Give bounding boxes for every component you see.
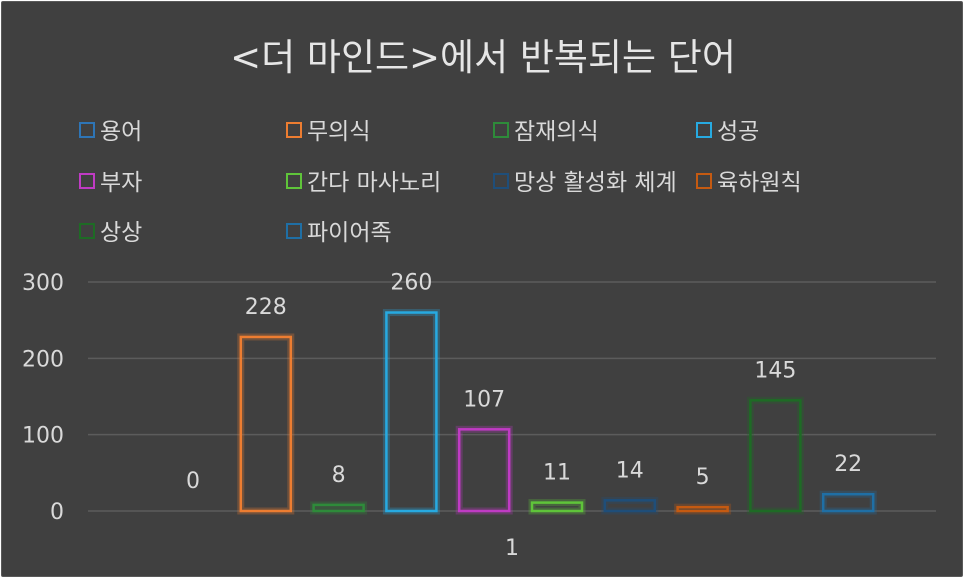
data-label: 145 <box>754 358 796 383</box>
legend-swatch <box>696 122 712 138</box>
bar <box>530 501 584 513</box>
x-axis-tick-labels: 1 <box>505 536 519 561</box>
legend-label: 부자 <box>100 170 142 196</box>
data-label: 228 <box>245 295 287 320</box>
chart-title: <더 마인드>에서 반복되는 단어 <box>230 36 736 79</box>
legend-swatch <box>79 122 95 138</box>
legend-label: 간다 마사노리 <box>307 170 441 196</box>
legend-label: 무의식 <box>307 119 370 145</box>
legend-label: 육하원칙 <box>717 170 802 196</box>
bar <box>457 428 511 513</box>
bar-glow <box>746 396 804 515</box>
bar-glow <box>382 309 440 515</box>
bar-glow <box>819 490 877 515</box>
legend-swatch <box>493 173 509 189</box>
y-tick-label: 300 <box>22 271 64 296</box>
legend-label: 파이어족 <box>307 220 392 246</box>
data-label: 0 <box>186 469 200 494</box>
data-label: 14 <box>616 458 644 483</box>
data-label: 8 <box>332 463 346 488</box>
x-tick-label: 1 <box>505 536 519 561</box>
legend-swatch <box>696 173 712 189</box>
bar <box>603 499 657 513</box>
y-tick-label: 100 <box>22 424 64 449</box>
data-label: 22 <box>834 452 862 477</box>
bar <box>385 311 438 513</box>
y-tick-label: 0 <box>50 500 64 525</box>
bar <box>821 492 875 513</box>
bar <box>312 503 365 513</box>
legend-swatch <box>79 173 95 189</box>
bar-glow <box>455 425 513 515</box>
bars <box>237 309 877 515</box>
bar-glow <box>237 333 295 515</box>
data-label: 107 <box>463 387 505 412</box>
data-label: 260 <box>390 271 432 296</box>
data-label: 11 <box>543 461 571 486</box>
legend-label: 성공 <box>717 119 759 145</box>
bar <box>676 505 729 513</box>
legend-swatch <box>493 122 509 138</box>
legend-label: 용어 <box>100 119 142 145</box>
legend-label: 잠재의식 <box>514 119 599 145</box>
data-label: 5 <box>696 465 710 490</box>
legend-label: 상상 <box>100 220 142 246</box>
legend-swatch <box>286 173 302 189</box>
bar-glow <box>528 499 586 515</box>
legend-swatch <box>286 223 302 239</box>
legend-label: 망상 활성화 체계 <box>514 170 677 196</box>
y-tick-label: 200 <box>22 347 64 372</box>
legend-swatch <box>286 122 302 138</box>
y-axis-tick-labels: 0 100 200 300 <box>22 271 64 525</box>
bar-glow <box>601 496 659 515</box>
bar <box>749 399 802 513</box>
bar <box>239 335 293 513</box>
legend-swatch <box>79 223 95 239</box>
